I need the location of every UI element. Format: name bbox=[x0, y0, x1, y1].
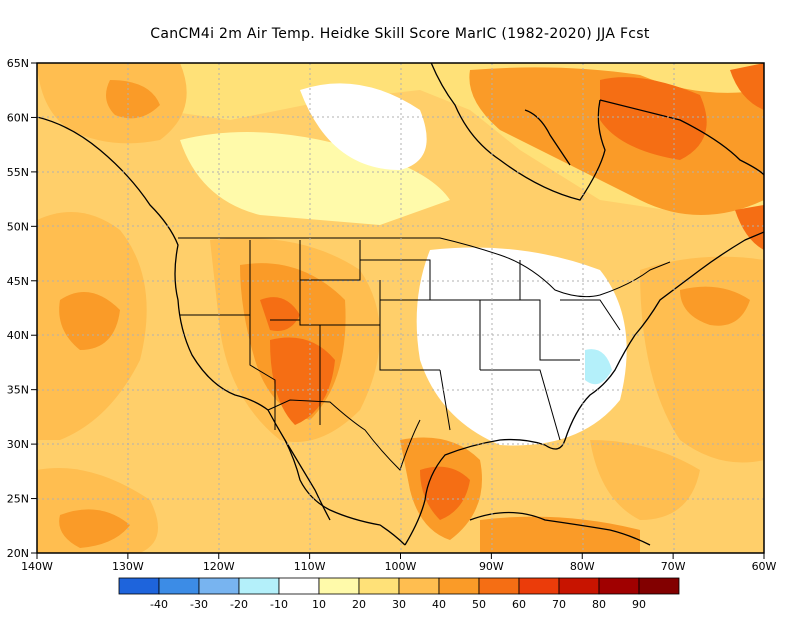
map-title: CanCM4i 2m Air Temp. Heidke Skill Score … bbox=[150, 26, 650, 42]
colorbar-swatch bbox=[118, 577, 160, 595]
colorbar-swatch bbox=[398, 577, 440, 595]
colorbar-swatch bbox=[198, 577, 240, 595]
colorbar-label: -10 bbox=[270, 598, 288, 611]
lon-label: 80W bbox=[570, 560, 595, 573]
colorbar-swatch bbox=[238, 577, 280, 595]
colorbar-swatch bbox=[638, 577, 680, 595]
colorbar-swatch bbox=[478, 577, 520, 595]
lon-label: 140W bbox=[21, 560, 53, 573]
longitude-axis: 140W 130W 120W 110W 100W 90W 80W 70W 60W bbox=[21, 553, 777, 573]
lat-label: 30N bbox=[7, 438, 29, 451]
lon-label: 110W bbox=[294, 560, 326, 573]
lat-label: 25N bbox=[7, 493, 29, 506]
lat-label: 45N bbox=[7, 275, 29, 288]
colorbar-label: 10 bbox=[312, 598, 326, 611]
colorbar-swatch bbox=[278, 577, 320, 595]
colorbar-label: 50 bbox=[472, 598, 486, 611]
lat-label: 55N bbox=[7, 166, 29, 179]
colorbar-swatch bbox=[318, 577, 360, 595]
colorbar-label: 80 bbox=[592, 598, 606, 611]
colorbar-swatch bbox=[438, 577, 480, 595]
lon-label: 100W bbox=[385, 560, 417, 573]
colorbar-label: 30 bbox=[392, 598, 406, 611]
colorbar-label: -30 bbox=[190, 598, 208, 611]
political-borders bbox=[178, 237, 671, 471]
lon-label: 90W bbox=[479, 560, 504, 573]
lat-label: 35N bbox=[7, 384, 29, 397]
lon-label: 70W bbox=[661, 560, 686, 573]
colorbar-label: -40 bbox=[150, 598, 168, 611]
lat-label: 40N bbox=[7, 329, 29, 342]
coastlines bbox=[37, 63, 764, 546]
colorbar-swatch bbox=[158, 577, 200, 595]
colorbar-label: 60 bbox=[512, 598, 526, 611]
colorbar-label: -20 bbox=[230, 598, 248, 611]
lat-label: 20N bbox=[7, 547, 29, 560]
lon-label: 60W bbox=[752, 560, 777, 573]
lon-label: 130W bbox=[112, 560, 144, 573]
lon-label: 120W bbox=[203, 560, 235, 573]
lat-label: 50N bbox=[7, 220, 29, 233]
colorbar-label: 40 bbox=[432, 598, 446, 611]
lat-label: 60N bbox=[7, 111, 29, 124]
colorbar: -40 -30 -20 -10 10 20 30 40 50 60 70 80 90 bbox=[118, 577, 680, 611]
colorbar-label: 70 bbox=[552, 598, 566, 611]
colorbar-swatch bbox=[558, 577, 600, 595]
colorbar-swatch bbox=[518, 577, 560, 595]
colorbar-swatch bbox=[358, 577, 400, 595]
lat-label: 65N bbox=[7, 57, 29, 70]
gridlines bbox=[37, 63, 764, 553]
colorbar-label: 20 bbox=[352, 598, 366, 611]
latitude-axis: 65N 60N 55N 50N 45N 40N 35N 30N 25N 20N bbox=[7, 57, 37, 560]
colorbar-swatch bbox=[598, 577, 640, 595]
colorbar-label: 90 bbox=[632, 598, 646, 611]
